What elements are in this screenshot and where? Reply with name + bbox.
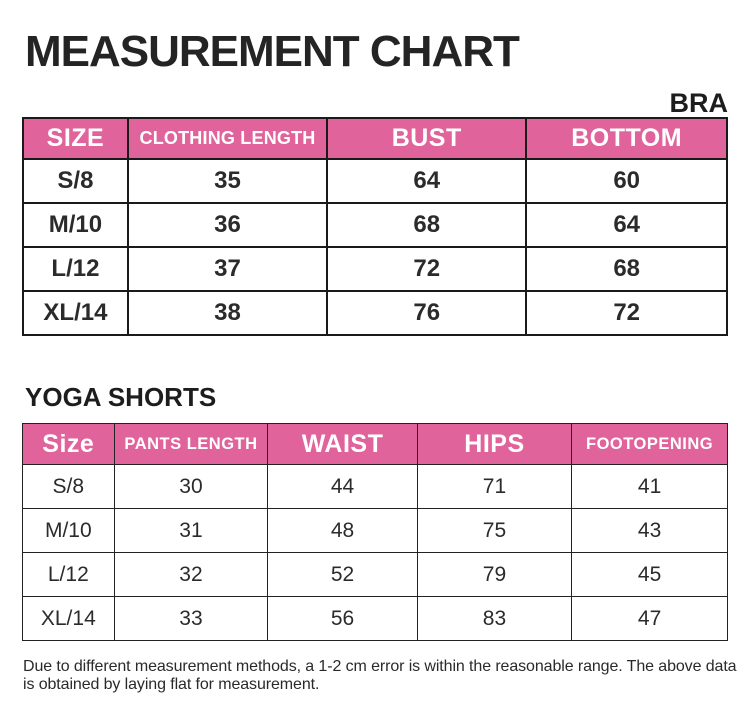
table-row: S/8 35 64 60 xyxy=(22,158,728,204)
pants-length-cell: 32 xyxy=(113,552,269,597)
footopening-cell: 45 xyxy=(571,552,728,597)
page-title: MEASUREMENT CHART xyxy=(25,27,520,76)
measurement-disclaimer: Due to different measurement methods, a … xyxy=(23,658,737,694)
clothing-length-cell: 35 xyxy=(126,158,329,204)
footopening-cell: 41 xyxy=(571,464,728,509)
bottom-cell: 64 xyxy=(525,202,728,248)
bottom-cell: 68 xyxy=(525,246,728,292)
bra-header-bust: BUST xyxy=(326,117,528,160)
yoga-header-waist: WAIST xyxy=(267,423,418,465)
table-row: L/12 32 52 79 45 xyxy=(22,552,728,597)
waist-cell: 56 xyxy=(267,596,418,641)
bust-cell: 68 xyxy=(326,202,528,248)
size-cell: XL/14 xyxy=(22,596,115,641)
bottom-cell: 60 xyxy=(525,158,728,204)
bust-cell: 72 xyxy=(326,246,528,292)
bra-header-bottom: BOTTOM xyxy=(525,117,728,160)
table-row: L/12 37 72 68 xyxy=(22,246,728,292)
table-row: M/10 36 68 64 xyxy=(22,202,728,248)
yoga-header-footopening: FOOTOPENING xyxy=(571,423,728,465)
size-cell: S/8 xyxy=(22,158,129,204)
yoga-header-pants-length: PANTS LENGTH xyxy=(113,423,269,465)
pants-length-cell: 31 xyxy=(113,508,269,553)
table-row: S/8 30 44 71 41 xyxy=(22,464,728,509)
size-cell: M/10 xyxy=(22,202,129,248)
bra-header-size: SIZE xyxy=(22,117,129,160)
size-cell: M/10 xyxy=(22,508,115,553)
waist-cell: 44 xyxy=(267,464,418,509)
bra-header-clothing-length: CLOTHING LENGTH xyxy=(126,117,329,160)
table-row: M/10 31 48 75 43 xyxy=(22,508,728,553)
pants-length-cell: 30 xyxy=(113,464,269,509)
clothing-length-cell: 37 xyxy=(126,246,329,292)
footopening-cell: 47 xyxy=(571,596,728,641)
clothing-length-cell: 36 xyxy=(126,202,329,248)
yoga-shorts-size-table: Size PANTS LENGTH WAIST HIPS FOOTOPENING… xyxy=(22,423,728,641)
hips-cell: 71 xyxy=(416,464,573,509)
bra-size-table: SIZE CLOTHING LENGTH BUST BOTTOM S/8 35 … xyxy=(22,117,728,336)
yoga-shorts-table-header-row: Size PANTS LENGTH WAIST HIPS FOOTOPENING xyxy=(22,423,728,465)
waist-cell: 52 xyxy=(267,552,418,597)
hips-cell: 75 xyxy=(416,508,573,553)
table-row: XL/14 33 56 83 47 xyxy=(22,596,728,641)
yoga-header-size: Size xyxy=(22,423,115,465)
waist-cell: 48 xyxy=(267,508,418,553)
bottom-cell: 72 xyxy=(525,290,728,336)
size-cell: S/8 xyxy=(22,464,115,509)
size-cell: L/12 xyxy=(22,552,115,597)
hips-cell: 79 xyxy=(416,552,573,597)
hips-cell: 83 xyxy=(416,596,573,641)
bra-table-header-row: SIZE CLOTHING LENGTH BUST BOTTOM xyxy=(22,117,728,160)
pants-length-cell: 33 xyxy=(113,596,269,641)
bra-section-label: BRA xyxy=(669,88,729,118)
clothing-length-cell: 38 xyxy=(126,290,329,336)
size-cell: XL/14 xyxy=(22,290,129,336)
footopening-cell: 43 xyxy=(571,508,728,553)
table-row: XL/14 38 76 72 xyxy=(22,290,728,336)
size-cell: L/12 xyxy=(22,246,129,292)
yoga-header-hips: HIPS xyxy=(416,423,573,465)
bust-cell: 64 xyxy=(326,158,528,204)
bust-cell: 76 xyxy=(326,290,528,336)
yoga-shorts-section-label: YOGA SHORTS xyxy=(25,382,217,412)
